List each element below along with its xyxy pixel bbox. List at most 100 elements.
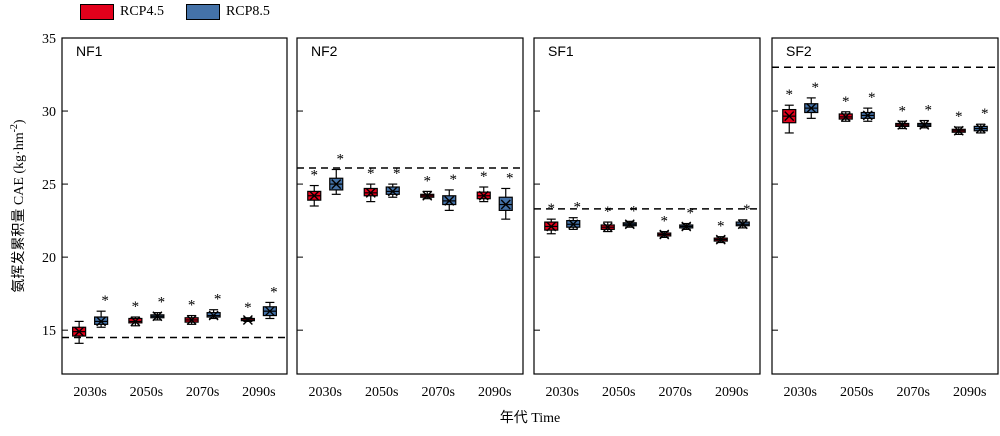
box-RCP85-2090s: * [735,202,751,230]
mean-marker [975,123,986,134]
mean-marker [309,190,320,201]
significance-marker: * [925,103,933,119]
mean-marker [242,314,253,325]
significance-marker: * [367,166,375,182]
panel-sf2: SF2 2030s * * 2050s * * 2070s * * 2090s * * [771,37,999,400]
box-RCP45-2050s: * [600,204,615,233]
x-tick-label: 2050s [840,385,873,400]
mean-marker [624,219,635,230]
panel-sf1: SF1 2030s * * 2050s * * 2070s * * 2090s * * [533,37,761,400]
panel-frame [61,37,288,375]
mean-marker [737,219,748,230]
mean-marker [365,187,376,198]
significance-marker: * [450,172,458,188]
x-tick-label: 2050s [365,385,398,400]
mean-marker [784,111,795,122]
x-tick-label: 2030s [309,385,342,400]
y-tick-label: 20 [42,251,56,266]
significance-marker: * [548,201,556,217]
significance-marker: * [311,168,319,184]
x-tick-label: 2050s [130,385,163,400]
y-tick-label: 30 [42,105,56,120]
x-tick-label: 2070s [897,385,930,400]
legend-label-rcp85: RCP8.5 [225,4,270,19]
significance-marker: * [842,94,850,110]
panel-title: NF1 [76,43,103,59]
mean-marker [186,314,197,325]
significance-marker: * [717,219,725,235]
x-tick-label: 2030s [784,385,817,400]
mean-marker [681,221,692,232]
y-tick-label: 15 [42,324,56,339]
box-RCP45-2070s: * [657,214,672,240]
box-RCP45-2050s: * [363,166,378,203]
significance-marker: * [899,103,907,119]
mean-marker [806,103,817,114]
box-RCP85-2030s: * [804,80,820,119]
legend-item-rcp45: RCP4.5 [80,4,164,20]
mean-marker [387,186,398,197]
significance-marker: * [188,298,196,314]
mean-marker [331,179,342,190]
mean-marker [500,199,511,210]
box-RCP45-2090s: * [240,300,255,325]
legend-swatch-rcp45 [80,4,114,20]
significance-marker: * [244,300,252,316]
box-RCP45-2030s: * [544,201,559,235]
significance-marker: * [337,151,345,167]
x-axis-label: 年代 Time [500,410,561,426]
significance-marker: * [630,203,638,219]
mean-marker [96,316,107,327]
significance-marker: * [424,173,432,189]
mean-marker [208,310,219,321]
x-tick-label: 2090s [478,385,511,400]
significance-marker: * [158,295,166,311]
x-tick-label: 2090s [715,385,748,400]
significance-marker: * [812,80,820,96]
x-tick-label: 2050s [602,385,635,400]
legend: RCP4.5 RCP8.5 [80,4,270,20]
x-tick-label: 2030s [546,385,579,400]
significance-marker: * [393,166,401,182]
mean-marker [264,306,275,317]
significance-marker: * [270,284,278,300]
significance-marker: * [214,292,222,308]
x-tick-label: 2070s [186,385,219,400]
mean-marker [953,125,964,136]
panel-title: NF2 [311,43,338,59]
box-RCP85-2030s: * [566,200,581,230]
panel-nf1: NF1 15 20 25 30 35 2030s * 2050s * * 2070s * * 2090s * * [42,32,288,400]
mean-marker [919,119,930,130]
significance-marker: * [868,90,876,106]
mean-marker [422,190,433,201]
box-RCP45-2070s: * [420,173,435,201]
box-RCP85-2050s: * [150,295,166,322]
panel-title: SF1 [548,43,574,59]
mean-marker [715,234,726,245]
mean-marker [478,190,489,201]
significance-marker: * [743,202,751,218]
box-RCP85-2070s: * [679,206,694,232]
mean-marker [602,222,613,233]
legend-item-rcp85: RCP8.5 [185,4,270,20]
box-RCP45-2030s: * [307,168,322,207]
box-RCP85-2090s: * [973,106,989,134]
box-RCP85-2090s: * [262,284,278,320]
box-RCP85-2070s: * [917,103,933,130]
panel-frame [296,37,524,375]
panel-frame [533,37,761,375]
mean-marker [840,111,851,122]
box-RCP85-2030s: * [94,293,109,328]
box-RCP85-2050s: * [860,90,876,122]
box-RCP45-2090s: * [713,219,728,245]
box-RCP85-2050s: * [622,203,638,230]
significance-marker: * [132,299,140,315]
box-RCP45-2070s: * [184,298,199,325]
significance-marker: * [955,109,963,125]
box-RCP45-2030s: * [782,87,797,134]
significance-marker: * [480,169,488,185]
panel-nf2: NF2 2030s * * 2050s * * 2070s * * 2090s * * [296,37,524,400]
mean-marker [130,316,141,327]
mean-marker [152,311,163,322]
